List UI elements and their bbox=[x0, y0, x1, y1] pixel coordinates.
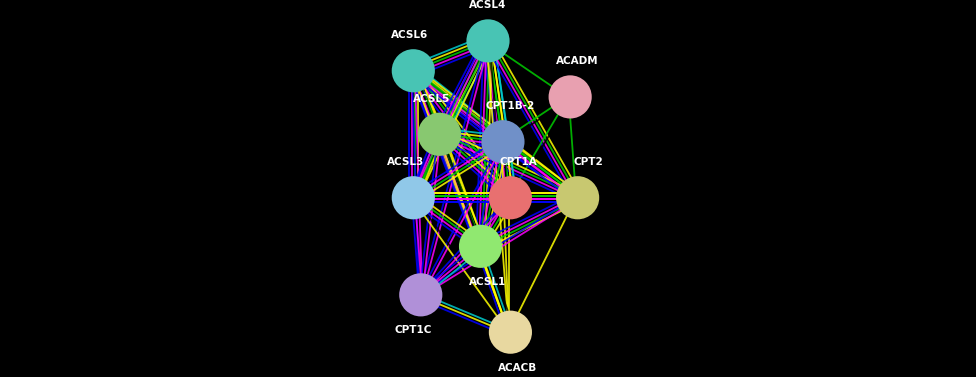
Circle shape bbox=[496, 183, 525, 212]
Text: CPT1A: CPT1A bbox=[499, 157, 537, 167]
Circle shape bbox=[489, 127, 517, 156]
Text: CPT1C: CPT1C bbox=[394, 325, 432, 335]
Text: ACACB: ACACB bbox=[499, 363, 538, 372]
Circle shape bbox=[400, 274, 441, 316]
Circle shape bbox=[482, 121, 523, 162]
Circle shape bbox=[460, 226, 501, 267]
Circle shape bbox=[490, 312, 531, 353]
Text: ACSL3: ACSL3 bbox=[387, 157, 425, 167]
Circle shape bbox=[467, 232, 495, 261]
Circle shape bbox=[563, 183, 592, 212]
Circle shape bbox=[426, 120, 454, 149]
Circle shape bbox=[490, 177, 531, 218]
Text: CPT2: CPT2 bbox=[574, 157, 604, 167]
Circle shape bbox=[468, 20, 508, 61]
Text: ACSL4: ACSL4 bbox=[469, 0, 507, 11]
Circle shape bbox=[496, 318, 525, 346]
Circle shape bbox=[392, 50, 434, 91]
Circle shape bbox=[555, 83, 585, 111]
Circle shape bbox=[392, 177, 434, 218]
Text: ACSL1: ACSL1 bbox=[469, 277, 507, 287]
Circle shape bbox=[399, 183, 427, 212]
Text: CPT1B-2: CPT1B-2 bbox=[486, 101, 535, 111]
Circle shape bbox=[557, 177, 598, 218]
Text: ACSL6: ACSL6 bbox=[391, 30, 428, 40]
Circle shape bbox=[473, 26, 503, 55]
Circle shape bbox=[399, 57, 427, 85]
Circle shape bbox=[406, 280, 435, 309]
Text: ACADM: ACADM bbox=[556, 57, 599, 66]
Circle shape bbox=[549, 77, 590, 118]
Text: ACSL5: ACSL5 bbox=[414, 94, 451, 104]
Circle shape bbox=[419, 114, 460, 155]
